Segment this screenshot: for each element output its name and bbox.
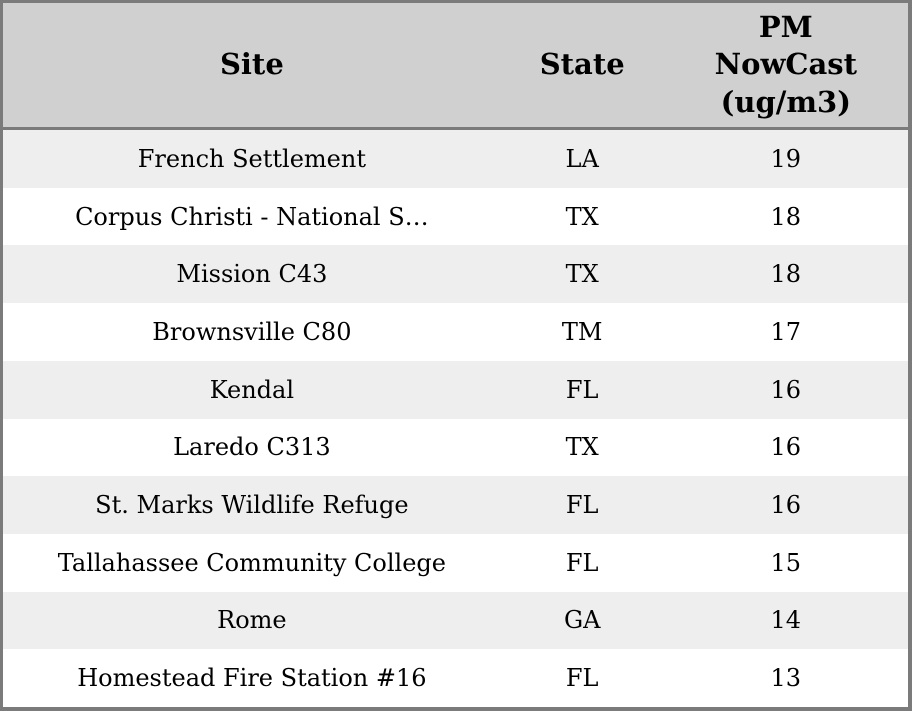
pm-nowcast-cell: 13 bbox=[770, 664, 802, 693]
table-row: Laredo C313 TX 16 bbox=[3, 418, 908, 477]
site-cell: Tallahassee Community College bbox=[57, 548, 446, 577]
pm-nowcast-cell: 14 bbox=[770, 606, 802, 635]
column-header-state-label: State bbox=[539, 47, 625, 82]
site-cell: Brownsville C80 bbox=[152, 317, 352, 346]
table-row: Mission C43 TX 18 bbox=[3, 245, 908, 304]
column-header-site: Site bbox=[3, 3, 501, 127]
state-cell: TX bbox=[565, 260, 599, 289]
table-row: French Settlement LA 19 bbox=[3, 130, 908, 188]
site-cell: Rome bbox=[217, 606, 287, 635]
state-cell: LA bbox=[565, 144, 599, 173]
pm-nowcast-cell: 18 bbox=[770, 202, 802, 231]
column-header-site-label: Site bbox=[219, 47, 284, 82]
pm-nowcast-cell: 16 bbox=[770, 433, 802, 462]
state-cell: FL bbox=[565, 375, 599, 404]
state-cell: GA bbox=[563, 606, 601, 635]
site-cell: Mission C43 bbox=[176, 260, 328, 289]
site-cell: Homestead Fire Station #16 bbox=[77, 664, 427, 693]
pm-nowcast-cell: 19 bbox=[770, 144, 802, 173]
table-row: Tallahassee Community College FL 15 bbox=[3, 533, 908, 592]
state-cell: FL bbox=[565, 664, 599, 693]
state-cell: TX bbox=[565, 202, 599, 231]
site-cell: St. Marks Wildlife Refuge bbox=[95, 491, 409, 520]
pm-nowcast-cell: 16 bbox=[770, 491, 802, 520]
column-header-pm-nowcast-label: PM NowCast (ug/m3) bbox=[714, 10, 858, 119]
state-cell: FL bbox=[565, 491, 599, 520]
column-header-state: State bbox=[501, 3, 664, 127]
pm-nowcast-cell: 18 bbox=[770, 260, 802, 289]
site-cell: French Settlement bbox=[137, 144, 366, 173]
table-header-row: Site State PM NowCast (ug/m3) bbox=[3, 3, 908, 130]
table-body: French Settlement LA 19 Corpus Christi -… bbox=[3, 130, 908, 707]
state-cell: TM bbox=[561, 317, 603, 346]
pm-nowcast-cell: 15 bbox=[770, 548, 802, 577]
column-header-pm-nowcast: PM NowCast (ug/m3) bbox=[664, 3, 908, 127]
table-row: Brownsville C80 TM 17 bbox=[3, 303, 908, 361]
state-cell: FL bbox=[565, 548, 599, 577]
site-cell: Kendal bbox=[209, 375, 295, 404]
table-row: Kendal FL 16 bbox=[3, 360, 908, 419]
state-cell: TX bbox=[565, 433, 599, 462]
table-row: Corpus Christi - National S… TX 18 bbox=[3, 187, 908, 246]
table-row: Rome GA 14 bbox=[3, 591, 908, 650]
pm-nowcast-cell: 16 bbox=[770, 375, 802, 404]
site-cell: Laredo C313 bbox=[173, 433, 331, 462]
site-cell: Corpus Christi - National S… bbox=[75, 202, 429, 231]
table-row: St. Marks Wildlife Refuge FL 16 bbox=[3, 476, 908, 534]
pm-nowcast-cell: 17 bbox=[770, 317, 802, 346]
table-row: Homestead Fire Station #16 FL 13 bbox=[3, 649, 908, 707]
